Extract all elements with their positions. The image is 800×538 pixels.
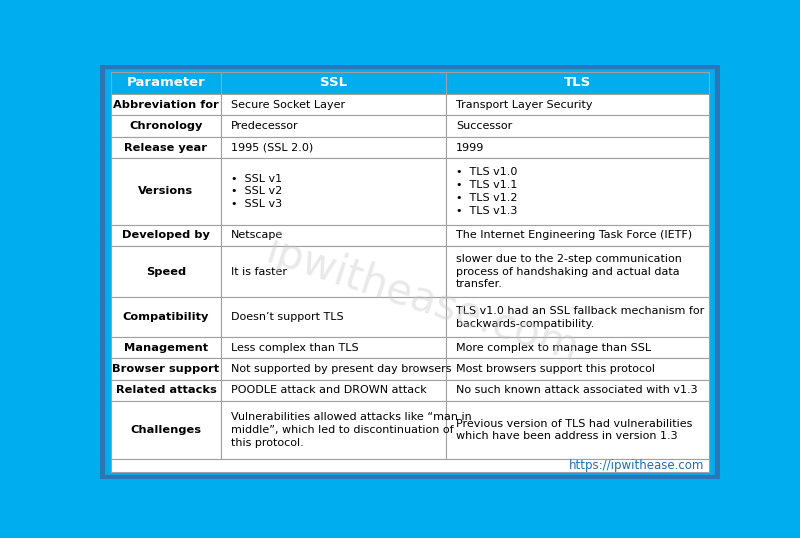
Text: Successor: Successor xyxy=(456,121,512,131)
Bar xyxy=(222,94,446,116)
Text: More complex to manage than SSL: More complex to manage than SSL xyxy=(456,343,651,353)
Text: Abbreviation for: Abbreviation for xyxy=(113,100,219,110)
Text: Release year: Release year xyxy=(125,143,207,153)
Text: Challenges: Challenges xyxy=(130,425,202,435)
Bar xyxy=(110,401,222,459)
Bar xyxy=(222,158,446,224)
Bar xyxy=(446,401,710,459)
Bar xyxy=(110,337,222,358)
Text: Management: Management xyxy=(124,343,208,353)
Bar xyxy=(446,337,710,358)
Bar xyxy=(110,246,222,298)
Text: slower due to the 2-step communication
process of handshaking and actual data
tr: slower due to the 2-step communication p… xyxy=(456,254,682,289)
Bar xyxy=(222,380,446,401)
Text: Parameter: Parameter xyxy=(126,76,206,89)
Text: The Internet Engineering Task Force (IETF): The Internet Engineering Task Force (IET… xyxy=(456,230,692,240)
Bar xyxy=(110,380,222,401)
Text: Chronology: Chronology xyxy=(130,121,202,131)
Bar xyxy=(446,94,710,116)
Bar xyxy=(222,298,446,337)
Text: •  SSL v1
•  SSL v2
•  SSL v3: • SSL v1 • SSL v2 • SSL v3 xyxy=(231,174,282,209)
Bar xyxy=(222,116,446,137)
Bar xyxy=(446,298,710,337)
Bar xyxy=(446,224,710,246)
Bar xyxy=(110,298,222,337)
Text: SSL: SSL xyxy=(320,76,347,89)
Bar xyxy=(222,337,446,358)
Bar xyxy=(222,401,446,459)
Text: Speed: Speed xyxy=(146,267,186,277)
Text: Most browsers support this protocol: Most browsers support this protocol xyxy=(456,364,655,374)
Text: Related attacks: Related attacks xyxy=(115,385,216,395)
Text: Less complex than TLS: Less complex than TLS xyxy=(231,343,359,353)
Bar xyxy=(110,358,222,380)
Text: •  TLS v1.0
•  TLS v1.1
•  TLS v1.2
•  TLS v1.3: • TLS v1.0 • TLS v1.1 • TLS v1.2 • TLS v… xyxy=(456,167,518,216)
Text: Compatibility: Compatibility xyxy=(122,312,209,322)
Bar xyxy=(446,380,710,401)
Bar xyxy=(110,224,222,246)
Bar xyxy=(446,358,710,380)
Text: Transport Layer Security: Transport Layer Security xyxy=(456,100,592,110)
Bar xyxy=(222,72,446,94)
Text: TLS: TLS xyxy=(564,76,591,89)
Text: Predecessor: Predecessor xyxy=(231,121,299,131)
Text: No such known attack associated with v1.3: No such known attack associated with v1.… xyxy=(456,385,698,395)
Bar xyxy=(222,358,446,380)
Bar xyxy=(446,137,710,158)
Bar xyxy=(110,459,710,472)
Bar xyxy=(222,224,446,246)
Text: 1999: 1999 xyxy=(456,143,484,153)
Bar xyxy=(110,116,222,137)
Text: Netscape: Netscape xyxy=(231,230,283,240)
Bar xyxy=(110,72,222,94)
Text: https://ipwithease.com: https://ipwithease.com xyxy=(569,459,705,472)
Text: Vulnerabilities allowed attacks like “man in
middle”, which led to discontinuati: Vulnerabilities allowed attacks like “ma… xyxy=(231,412,472,448)
Text: Previous version of TLS had vulnerabilities
which have been address in version 1: Previous version of TLS had vulnerabilit… xyxy=(456,419,692,442)
Bar xyxy=(110,94,222,116)
Text: It is faster: It is faster xyxy=(231,267,287,277)
Bar xyxy=(110,137,222,158)
Bar xyxy=(222,246,446,298)
Text: TLS v1.0 had an SSL fallback mechanism for
backwards-compatibility.: TLS v1.0 had an SSL fallback mechanism f… xyxy=(456,306,704,329)
Text: Doesn’t support TLS: Doesn’t support TLS xyxy=(231,312,344,322)
Bar xyxy=(446,158,710,224)
Bar xyxy=(446,72,710,94)
Bar xyxy=(110,158,222,224)
Bar xyxy=(446,116,710,137)
Text: ipwithease.com: ipwithease.com xyxy=(261,230,584,371)
Text: Not supported by present day browsers: Not supported by present day browsers xyxy=(231,364,452,374)
Text: Versions: Versions xyxy=(138,187,194,196)
Bar xyxy=(446,246,710,298)
Text: Secure Socket Layer: Secure Socket Layer xyxy=(231,100,346,110)
Bar xyxy=(222,137,446,158)
Text: Browser support: Browser support xyxy=(112,364,219,374)
Text: 1995 (SSL 2.0): 1995 (SSL 2.0) xyxy=(231,143,314,153)
Text: POODLE attack and DROWN attack: POODLE attack and DROWN attack xyxy=(231,385,427,395)
Text: Developed by: Developed by xyxy=(122,230,210,240)
